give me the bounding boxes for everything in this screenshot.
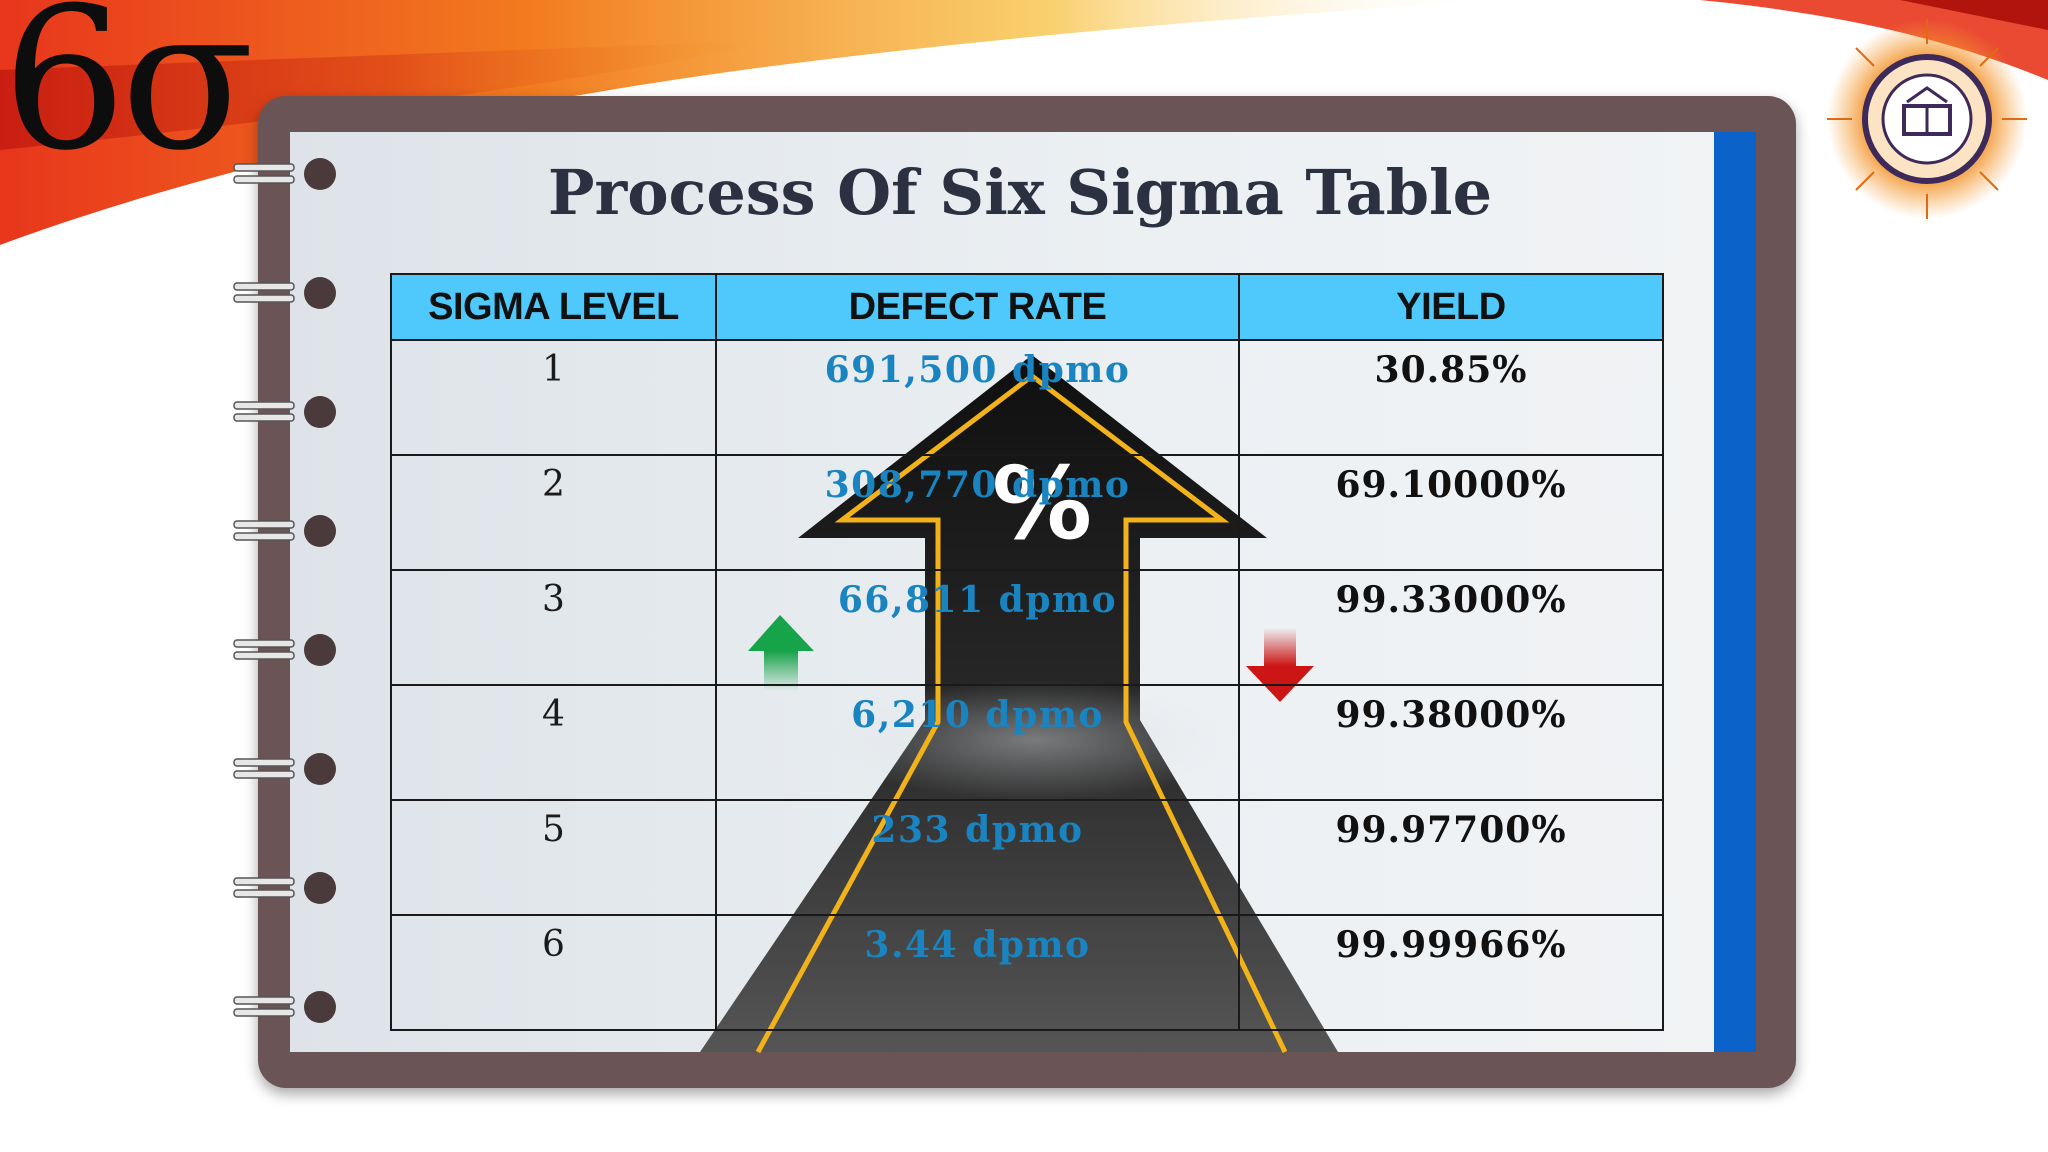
table-row: 4 6,210 dpmo 99.38000% — [390, 684, 1664, 801]
header-swoosh — [0, 0, 2048, 245]
defect-rate-cell: 233 dpmo — [871, 809, 1084, 851]
six-sigma-logo: 6σ — [2, 0, 254, 194]
defect-rate-cell: 3.44 dpmo — [864, 924, 1091, 966]
sigma-level-cell: 4 — [390, 684, 717, 801]
defect-rate-cell: 691,500 dpmo — [824, 349, 1131, 391]
defect-rate-cell: 6,210 dpmo — [851, 694, 1104, 736]
page-title: Process Of Six Sigma Table — [547, 156, 1493, 229]
header-yield: YIELD — [1238, 273, 1664, 341]
yield-cell: 69.10000% — [1238, 454, 1664, 571]
sigma-level-cell: 1 — [390, 339, 717, 456]
table-header-row: SIGMA LEVEL DEFECT RATE YIELD — [390, 273, 1664, 341]
yield-cell: 99.97700% — [1238, 799, 1664, 916]
header-sigma-level: SIGMA LEVEL — [390, 273, 717, 341]
sigma-level-cell: 6 — [390, 914, 717, 1031]
defect-rate-cell: 66,811 dpmo — [837, 579, 1118, 621]
defect-rate-cell: 308,770 dpmo — [824, 464, 1131, 506]
sigma-level-cell: 5 — [390, 799, 717, 916]
table-row: 1 691,500 dpmo 30.85% — [390, 339, 1664, 456]
yield-cell: 99.33000% — [1238, 569, 1664, 686]
table-row: 2 308,770 dpmo 69.10000% — [390, 454, 1664, 571]
table-row: 6 3.44 dpmo 99.99966% — [390, 914, 1664, 1031]
yield-cell: 30.85% — [1238, 339, 1664, 456]
spiral-binding — [233, 158, 337, 1024]
sigma-level-cell: 2 — [390, 454, 717, 571]
yield-cell: 99.38000% — [1238, 684, 1664, 801]
sigma-level-cell: 3 — [390, 569, 717, 686]
header-defect-rate: DEFECT RATE — [715, 273, 1240, 341]
table-row: 5 233 dpmo 99.97700% — [390, 799, 1664, 916]
six-sigma-table: SIGMA LEVEL DEFECT RATE YIELD 1 691,500 … — [390, 273, 1664, 1031]
table-row: 3 66,811 dpmo 99.33000% — [390, 569, 1664, 686]
university-seal-icon — [1827, 19, 2027, 219]
yield-cell: 99.99966% — [1238, 914, 1664, 1031]
page-accent-strip — [1714, 132, 1756, 1052]
